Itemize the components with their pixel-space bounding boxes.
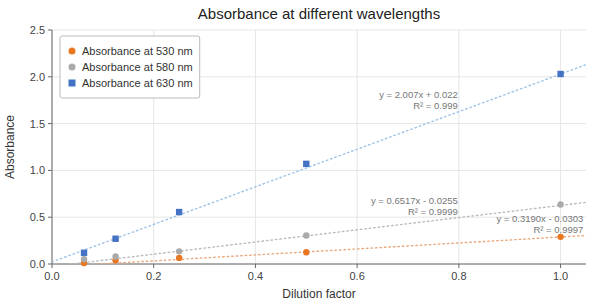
- y-grid-line: [52, 170, 586, 171]
- x-grid-line: [357, 30, 358, 264]
- data-point: [176, 255, 182, 261]
- x-grid-line: [255, 30, 256, 264]
- x-tick: [458, 264, 459, 268]
- y-grid-line: [52, 123, 586, 124]
- x-tick: [52, 264, 53, 268]
- y-tick-label: 0.0: [30, 258, 45, 270]
- y-grid-line: [52, 30, 586, 31]
- points: [81, 71, 564, 266]
- x-tick: [560, 264, 561, 268]
- x-grid-line: [52, 30, 53, 264]
- x-tick-label: 0.2: [146, 270, 161, 282]
- grid: [52, 30, 586, 264]
- data-point: [112, 253, 118, 259]
- legend: Absorbance at 530 nm Absorbance at 580 nm…: [60, 36, 200, 98]
- y-tick: [48, 30, 52, 31]
- annotation: y = 0.3190x - 0.0303: [496, 213, 583, 224]
- y-axis-line: [52, 30, 53, 264]
- x-tick: [153, 264, 154, 268]
- y-axis-label: Absorbance: [3, 115, 17, 179]
- x-tick-label: 0.6: [349, 270, 364, 282]
- y-tick-label: 2.0: [30, 71, 45, 83]
- data-point: [557, 201, 563, 207]
- annotation: y = 0.6517x - 0.0255: [371, 195, 458, 206]
- legend-label: Absorbance at 580 nm: [82, 61, 193, 73]
- legend-marker: [69, 48, 76, 55]
- annotation: R² = 0.9999: [408, 206, 458, 217]
- data-point: [112, 236, 118, 242]
- y-tick-label: 1.0: [30, 164, 45, 176]
- x-axis-line: [52, 264, 586, 265]
- y-tick: [48, 217, 52, 218]
- data-point: [303, 232, 309, 238]
- y-tick: [48, 123, 52, 124]
- annotation: R² = 0.999: [413, 100, 458, 111]
- x-tick: [255, 264, 256, 268]
- data-point: [81, 250, 87, 256]
- title: Absorbance at different wavelengths: [198, 5, 440, 22]
- y-tick: [48, 170, 52, 171]
- chart: 0.0 0.2 0.4 0.6 0.8 1.0 0.0 0.5 1.0 1.5 2.0 2.5 Abso…: [0, 0, 600, 306]
- data-point: [303, 249, 309, 255]
- y-tick: [48, 264, 52, 265]
- x-axis-label: Dilution factor: [282, 287, 355, 301]
- data-point: [176, 209, 182, 215]
- data-point: [303, 161, 309, 167]
- x-tick-label: 0.4: [248, 270, 263, 282]
- x-tick-label: 1.0: [553, 270, 568, 282]
- background: [0, 0, 600, 306]
- legend-box: [60, 36, 200, 98]
- y-tick-label: 0.5: [30, 211, 45, 223]
- axes: 0.0 0.2 0.4 0.6 0.8 1.0 0.0 0.5 1.0 1.5 2.0 2.5: [30, 24, 586, 282]
- data-point: [81, 256, 87, 262]
- trendline: [52, 235, 586, 264]
- annotations: y = 0.3190x - 0.0303R² = 0.9997 y = 0.651…: [371, 89, 583, 235]
- y-grid-line: [52, 264, 586, 265]
- data-point: [557, 71, 563, 77]
- x-grid-line: [458, 30, 459, 264]
- y-tick: [48, 76, 52, 77]
- x-tick-label: 0.0: [44, 270, 59, 282]
- data-point: [176, 248, 182, 254]
- trendline: [52, 202, 586, 264]
- legend-marker: [69, 64, 76, 71]
- legend-label: Absorbance at 630 nm: [82, 77, 193, 89]
- y-tick-label: 1.5: [30, 118, 45, 130]
- x-tick-label: 0.8: [451, 270, 466, 282]
- legend-label: Absorbance at 530 nm: [82, 45, 193, 57]
- x-tick: [357, 264, 358, 268]
- annotation: y = 2.007x + 0.022: [379, 89, 458, 100]
- annotation: R² = 0.9997: [533, 224, 583, 235]
- y-tick-label: 2.5: [30, 24, 45, 36]
- legend-marker: [69, 80, 76, 87]
